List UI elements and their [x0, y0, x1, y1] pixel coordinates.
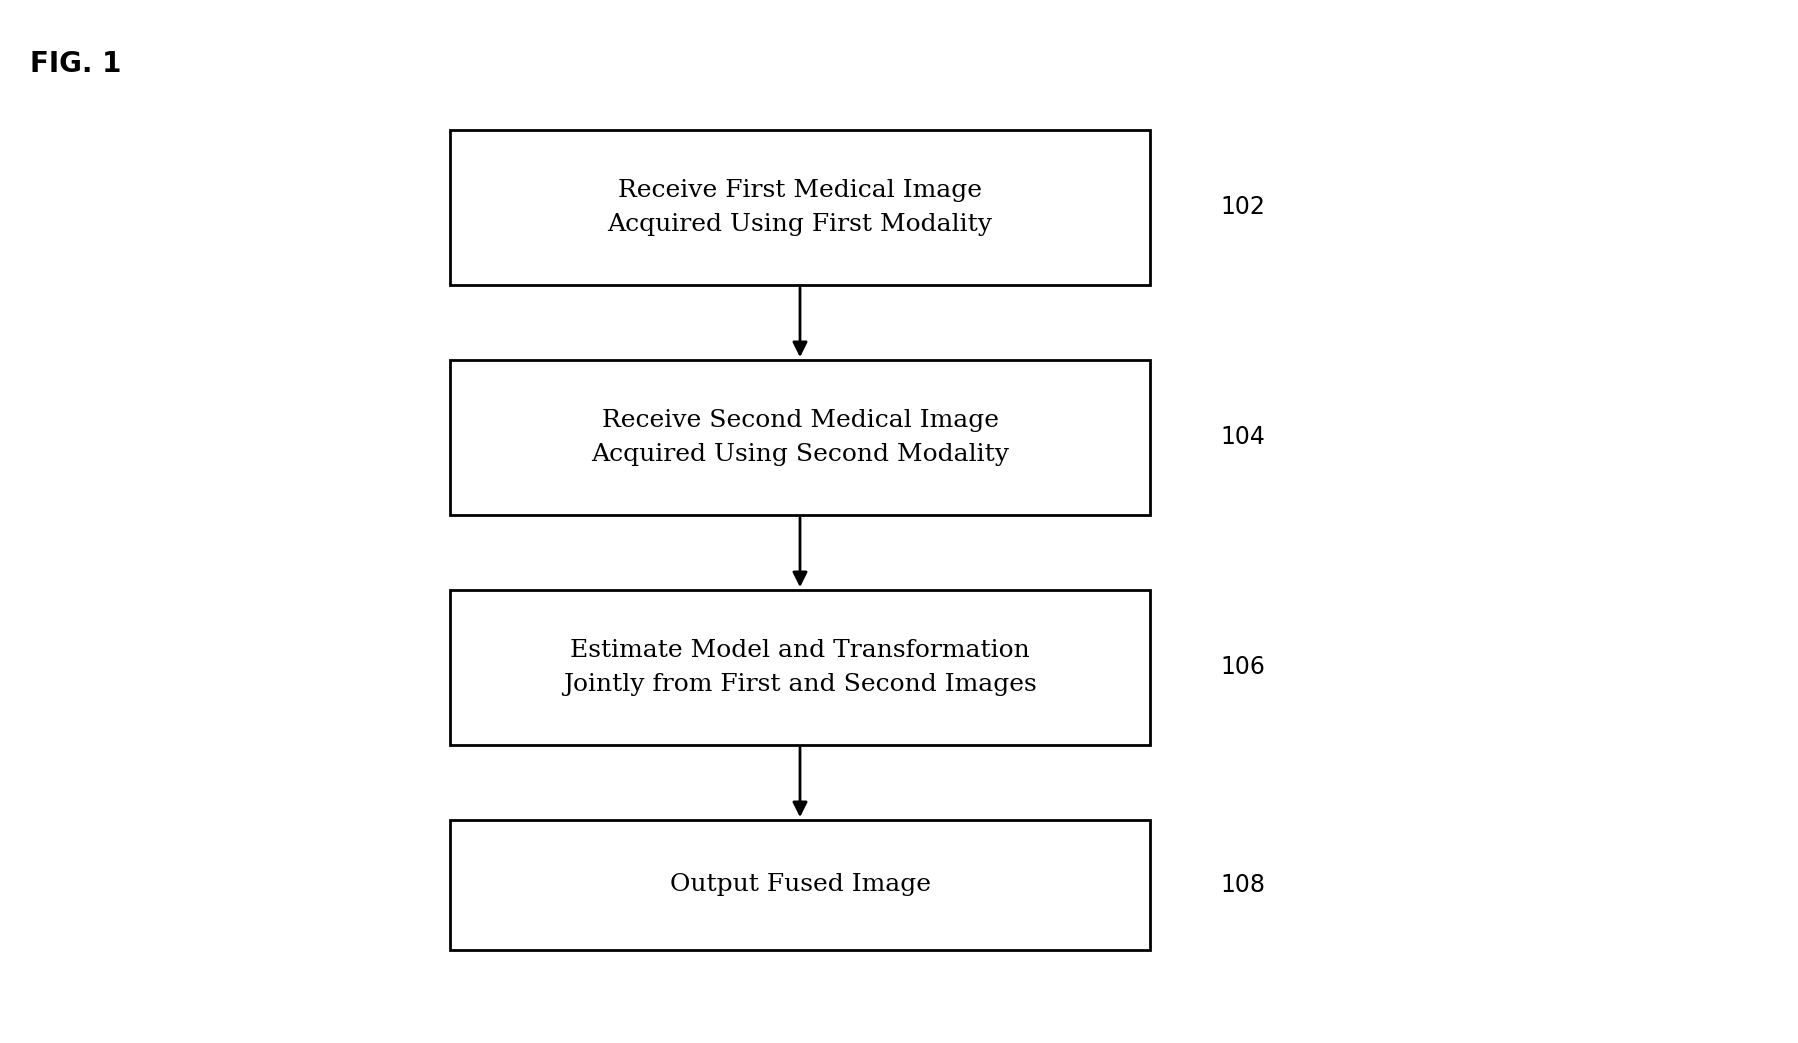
Text: 106: 106: [1221, 655, 1264, 679]
Bar: [450, 820, 1151, 950]
Bar: [450, 360, 1151, 515]
Text: Receive Second Medical Image
Acquired Using Second Modality: Receive Second Medical Image Acquired Us…: [592, 409, 1009, 466]
Text: FIG. 1: FIG. 1: [31, 50, 122, 78]
Text: 104: 104: [1221, 425, 1264, 448]
Bar: [450, 590, 1151, 745]
Text: 108: 108: [1221, 873, 1266, 897]
Text: Output Fused Image: Output Fused Image: [669, 873, 931, 897]
Text: Estimate Model and Transformation
Jointly from First and Second Images: Estimate Model and Transformation Jointl…: [563, 639, 1037, 696]
Bar: [450, 130, 1151, 285]
Text: 102: 102: [1221, 195, 1264, 219]
Text: Receive First Medical Image
Acquired Using First Modality: Receive First Medical Image Acquired Usi…: [608, 179, 992, 236]
